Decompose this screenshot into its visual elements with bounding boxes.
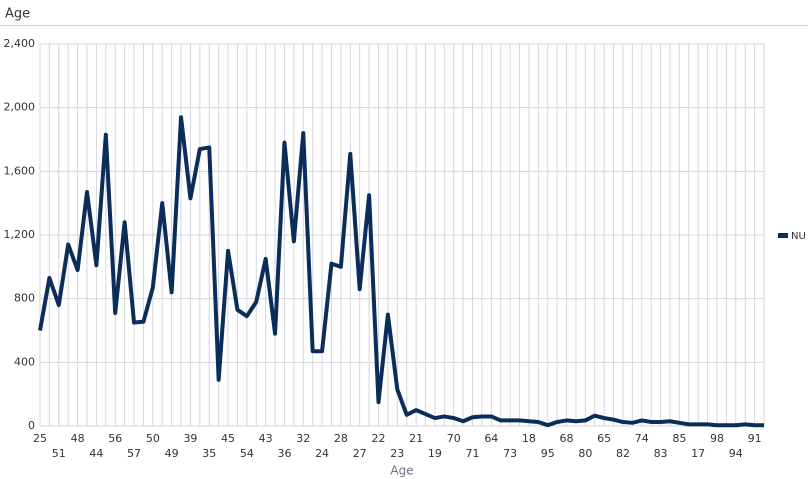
y-tick-label: 800 xyxy=(14,292,35,305)
x-tick-label: 85 xyxy=(672,432,686,445)
x-tick-label: 83 xyxy=(654,447,668,460)
x-tick-label: 64 xyxy=(484,432,498,445)
x-tick-label: 51 xyxy=(52,447,66,460)
x-tick-label: 95 xyxy=(541,447,555,460)
x-tick-label: 56 xyxy=(108,432,122,445)
x-tick-label: 82 xyxy=(616,447,630,460)
x-tick-label: 65 xyxy=(597,432,611,445)
x-tick-label: 68 xyxy=(560,432,574,445)
x-tick-label: 91 xyxy=(748,432,762,445)
y-tick-label: 2,000 xyxy=(4,101,36,114)
x-tick-label: 35 xyxy=(202,447,216,460)
x-tick-label: 17 xyxy=(691,447,705,460)
x-tick-label: 21 xyxy=(409,432,423,445)
y-tick-label: 400 xyxy=(14,355,35,368)
legend-swatch xyxy=(778,233,788,238)
x-tick-label: 54 xyxy=(240,447,254,460)
x-tick-label: 39 xyxy=(183,432,197,445)
x-tick-label: 23 xyxy=(390,447,404,460)
x-tick-label: 44 xyxy=(89,447,103,460)
x-tick-label: 45 xyxy=(221,432,235,445)
x-tick-label: 49 xyxy=(165,447,179,460)
x-tick-label: 73 xyxy=(503,447,517,460)
x-axis-title: Age xyxy=(390,464,413,478)
x-tick-label: 70 xyxy=(447,432,461,445)
x-tick-label: 74 xyxy=(635,432,649,445)
x-tick-label: 71 xyxy=(466,447,480,460)
y-tick-label: 1,200 xyxy=(4,228,36,241)
x-tick-label: 28 xyxy=(334,432,348,445)
x-tick-label: 36 xyxy=(277,447,291,460)
x-tick-label: 94 xyxy=(729,447,743,460)
x-tick-label: 57 xyxy=(127,447,141,460)
y-tick-label: 1,600 xyxy=(4,164,36,177)
legend-label: NU xyxy=(791,231,806,242)
chart-title: Age xyxy=(5,7,30,22)
x-tick-label: 43 xyxy=(259,432,273,445)
y-tick-label: 0 xyxy=(28,419,35,432)
x-tick-label: 98 xyxy=(710,432,724,445)
series-line xyxy=(38,115,764,428)
y-tick-label: 2,400 xyxy=(4,37,36,50)
x-tick-label: 18 xyxy=(522,432,536,445)
x-tick-label: 48 xyxy=(71,432,85,445)
x-tick-label: 50 xyxy=(146,432,160,445)
x-tick-label: 24 xyxy=(315,447,329,460)
x-tick-label: 19 xyxy=(428,447,442,460)
x-tick-label: 25 xyxy=(33,432,47,445)
x-tick-label: 32 xyxy=(296,432,310,445)
x-tick-label: 80 xyxy=(578,447,592,460)
x-tick-label: 22 xyxy=(371,432,385,445)
x-tick-label: 27 xyxy=(353,447,367,460)
